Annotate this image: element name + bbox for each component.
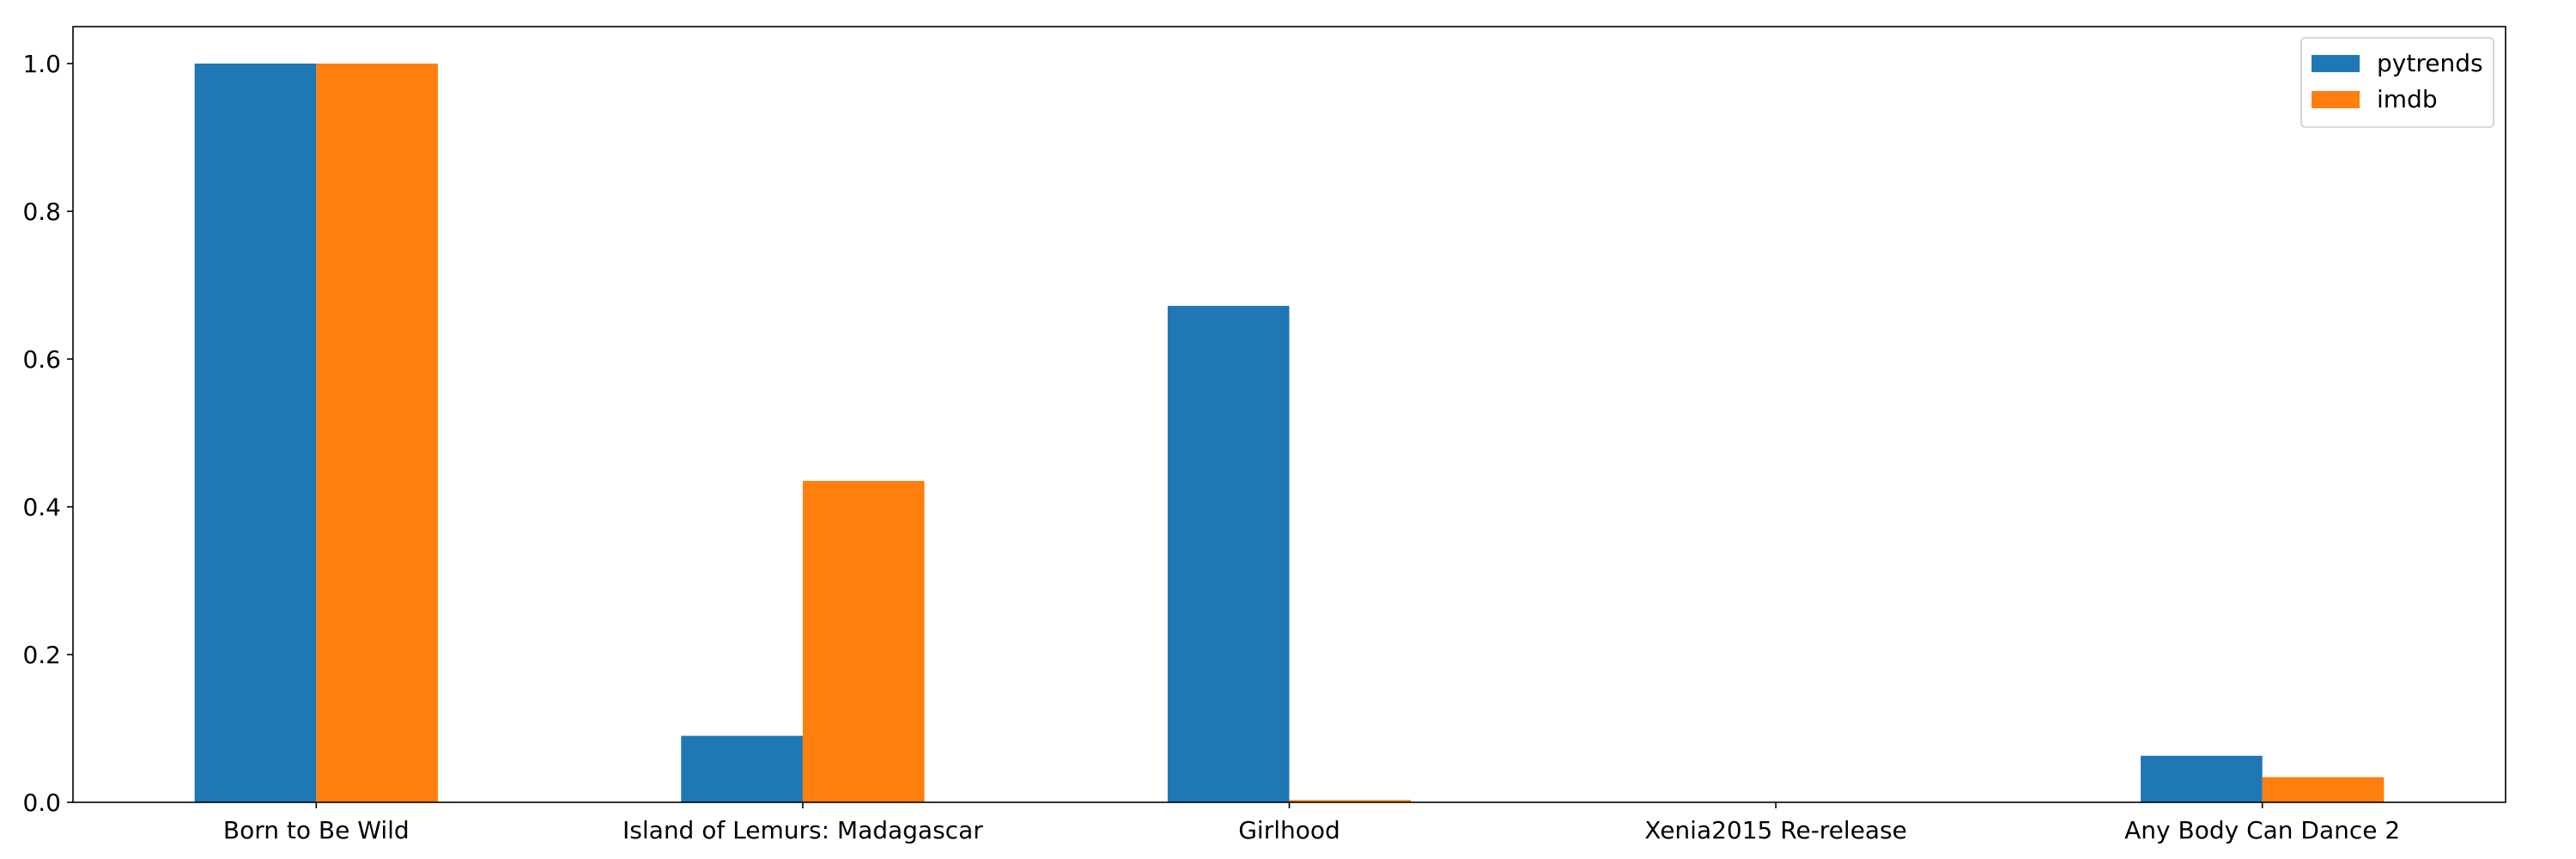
legend-label-pytrends: pytrends xyxy=(2377,49,2483,77)
x-tick-label: Born to Be Wild xyxy=(223,816,410,844)
y-tick-label: 0.8 xyxy=(22,198,61,226)
legend-swatch-imdb xyxy=(2312,91,2360,108)
y-tick-label: 0.0 xyxy=(22,789,61,817)
legend-swatch-pytrends xyxy=(2312,55,2360,72)
x-tick-label: Island of Lemurs: Madagascar xyxy=(623,816,983,844)
bar-pytrends-4 xyxy=(2141,755,2263,802)
bar-pytrends-0 xyxy=(194,64,317,802)
y-tick-label: 0.4 xyxy=(22,493,61,521)
axes: 0.0 0.2 0.4 0.6 0.8 1.0 Born to Be Wild Island … xyxy=(22,26,2506,844)
bars xyxy=(194,64,2385,803)
y-tick-label: 1.0 xyxy=(22,50,61,78)
bar-pytrends-2 xyxy=(1167,306,1290,803)
bar-pytrends-1 xyxy=(681,735,803,802)
y-tick-label: 0.2 xyxy=(22,641,61,669)
x-tick-label: Xenia2015 Re-release xyxy=(1644,816,1907,844)
bar-imdb-0 xyxy=(316,64,438,802)
bar-imdb-2 xyxy=(1289,800,1412,802)
x-tick-label: Girlhood xyxy=(1238,816,1340,844)
bar-imdb-4 xyxy=(2262,777,2385,802)
bar-imdb-1 xyxy=(802,480,925,802)
x-tick-label: Any Body Can Dance 2 xyxy=(2124,816,2400,844)
legend: pytrends imdb xyxy=(2300,37,2494,128)
legend-label-imdb: imdb xyxy=(2377,85,2438,113)
y-tick-label: 0.6 xyxy=(22,345,61,374)
